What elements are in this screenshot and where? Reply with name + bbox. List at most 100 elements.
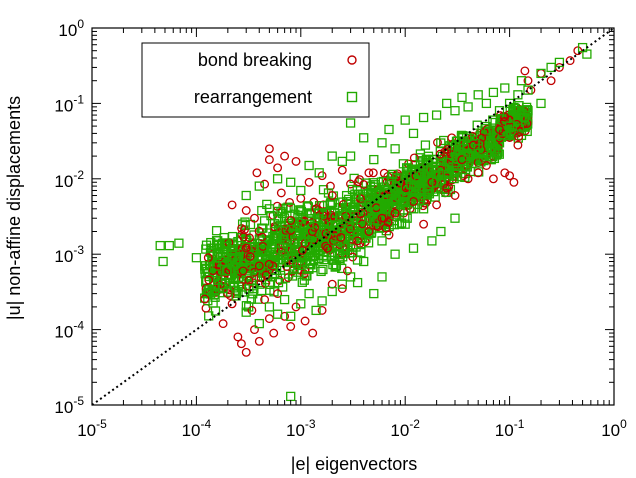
bond-breaking-point — [291, 156, 301, 166]
bond-breaking-point — [245, 233, 254, 243]
rearrangement-point — [303, 229, 313, 240]
rearrangement-point — [441, 187, 451, 198]
bond-breaking-point — [341, 211, 351, 221]
rearrangement-point — [408, 128, 419, 139]
bond-breaking-point — [233, 332, 243, 342]
rearrangement-point — [400, 213, 410, 223]
bond-breaking-point — [442, 183, 452, 193]
rearrangement-point — [420, 140, 431, 150]
rearrangement-point — [463, 151, 473, 161]
rearrangement-point — [377, 272, 387, 282]
rearrangement-point — [288, 220, 299, 231]
bond-breaking-point — [346, 179, 355, 189]
rearrangement-point — [345, 118, 356, 128]
scatter-points — [155, 42, 592, 402]
rearrangement-point — [225, 277, 235, 288]
rearrangement-point — [363, 238, 374, 248]
rearrangement-point — [241, 190, 251, 201]
bond-breaking-point — [481, 161, 491, 170]
rearrangement-point — [504, 121, 515, 131]
rearrangement-point — [316, 266, 326, 277]
rearrangement-point — [494, 106, 505, 116]
rearrangement-point — [400, 196, 410, 207]
rearrangement-point — [272, 174, 283, 184]
rearrangement-point — [387, 171, 397, 182]
rearrangement-point — [206, 237, 216, 248]
rearrangement-point — [218, 283, 228, 294]
rearrangement-point — [582, 49, 592, 59]
rearrangement-point — [208, 298, 218, 308]
rearrangement-point — [494, 149, 504, 159]
rearrangement-point — [452, 165, 463, 176]
rearrangement-point — [314, 208, 324, 218]
rearrangement-point — [439, 135, 449, 146]
rearrangement-point — [231, 291, 241, 301]
x-tick-label: 100 — [601, 417, 627, 440]
rearrangement-point — [369, 154, 379, 165]
rearrangement-point — [313, 214, 323, 224]
rearrangement-point — [327, 286, 337, 297]
rearrangement-point — [424, 189, 435, 199]
rearrangement-point — [243, 265, 253, 275]
bond-breaking-point — [463, 174, 473, 184]
bond-breaking-point — [536, 68, 546, 78]
rearrangement-point — [414, 195, 425, 205]
rearrangement-point — [304, 264, 314, 274]
rearrangement-point — [400, 219, 410, 229]
bond-breaking-point — [264, 259, 274, 269]
rearrangement-point — [338, 252, 348, 262]
rearrangement-point — [227, 244, 237, 255]
rearrangement-point — [287, 271, 298, 281]
rearrangement-point — [327, 221, 338, 231]
rearrangement-point — [265, 285, 275, 295]
rearrangement-point — [317, 296, 327, 306]
bond-breaking-point — [286, 322, 296, 331]
legend-marker-bond-breaking — [347, 55, 357, 65]
x-tick-label: 10-3 — [286, 417, 316, 440]
bond-breaking-point — [297, 245, 307, 255]
rearrangement-point — [488, 87, 499, 98]
rearrangement-point — [337, 156, 347, 167]
bond-breaking-point — [236, 339, 246, 349]
rearrangement-point — [418, 112, 429, 123]
bond-breaking-point — [317, 305, 327, 315]
rearrangement-point — [473, 144, 483, 154]
rearrangement-point — [487, 137, 497, 148]
rearrangement-point — [424, 155, 434, 165]
rearrangement-point — [264, 279, 275, 290]
rearrangement-point — [348, 236, 358, 246]
rearrangement-point — [241, 307, 251, 317]
rearrangement-point — [280, 235, 290, 245]
rearrangement-point — [304, 288, 314, 299]
bond-breaking-point — [264, 155, 274, 165]
rearrangement-point — [352, 255, 363, 265]
rearrangement-point — [211, 226, 222, 236]
rearrangement-point — [248, 283, 258, 294]
rearrangement-point — [318, 185, 329, 195]
rearrangement-point — [394, 219, 405, 229]
rearrangement-point — [254, 181, 264, 191]
bond-breaking-point — [254, 261, 264, 271]
rearrangement-point — [443, 169, 454, 180]
rearrangement-point — [337, 279, 347, 289]
rearrangement-point — [158, 256, 168, 267]
bond-breaking-point — [323, 243, 332, 253]
bond-breaking-point — [495, 133, 505, 143]
bond-breaking-point — [273, 163, 283, 173]
rearrangement-point — [337, 206, 348, 216]
bond-breaking-point — [505, 171, 515, 181]
rearrangement-point — [296, 299, 306, 309]
bond-breaking-point — [337, 165, 347, 175]
rearrangement-point — [202, 263, 212, 273]
rearrangement-point — [207, 286, 217, 296]
rearrangement-point — [418, 175, 428, 185]
bond-breaking-point — [245, 251, 255, 261]
rearrangement-point — [523, 85, 533, 95]
rearrangement-point — [345, 272, 356, 282]
rearrangement-point — [521, 102, 532, 113]
rearrangement-point — [489, 147, 500, 157]
bond-breaking-point — [573, 46, 583, 56]
rearrangement-point — [494, 138, 505, 148]
y-tick-label: 10-1 — [54, 92, 84, 115]
bond-breaking-point — [368, 168, 378, 178]
